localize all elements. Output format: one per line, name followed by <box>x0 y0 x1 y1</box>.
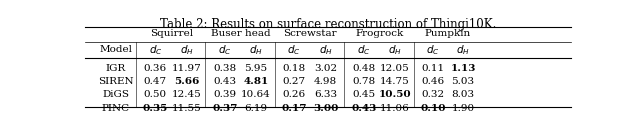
Text: 0.27: 0.27 <box>283 77 306 86</box>
Text: 0.43: 0.43 <box>213 77 236 86</box>
Text: 0.38: 0.38 <box>213 64 236 73</box>
Text: 11.97: 11.97 <box>172 64 202 73</box>
Text: 0.10: 0.10 <box>420 104 446 113</box>
Text: 3.00: 3.00 <box>313 104 338 113</box>
Text: Squirrel: Squirrel <box>150 29 193 38</box>
Text: Frogrock: Frogrock <box>355 29 404 38</box>
Text: 5.03: 5.03 <box>451 77 474 86</box>
Text: 0.26: 0.26 <box>283 90 306 99</box>
Text: Model: Model <box>99 45 132 54</box>
Text: Screwstar: Screwstar <box>284 29 337 38</box>
Text: $d_C$: $d_C$ <box>218 43 232 57</box>
Text: 12.45: 12.45 <box>172 90 202 99</box>
Text: 1.90: 1.90 <box>451 104 474 113</box>
Text: $d_H$: $d_H$ <box>249 43 263 57</box>
Text: 10.64: 10.64 <box>241 90 271 99</box>
Text: 0.50: 0.50 <box>144 90 167 99</box>
Text: 0.43: 0.43 <box>351 104 376 113</box>
Text: 0.37: 0.37 <box>212 104 237 113</box>
Text: 0.18: 0.18 <box>283 64 306 73</box>
Text: 0.35: 0.35 <box>143 104 168 113</box>
Text: Pumpkin: Pumpkin <box>425 29 471 38</box>
Text: $d_C$: $d_C$ <box>287 43 301 57</box>
Text: $d_H$: $d_H$ <box>180 43 193 57</box>
Text: 14.75: 14.75 <box>380 77 410 86</box>
Text: $d_C$: $d_C$ <box>148 43 162 57</box>
Text: IGR: IGR <box>106 64 126 73</box>
Text: 0.78: 0.78 <box>352 77 375 86</box>
Text: $d_C$: $d_C$ <box>357 43 371 57</box>
Text: 1.13: 1.13 <box>450 64 476 73</box>
Text: 10.50: 10.50 <box>379 90 412 99</box>
Text: 11.55: 11.55 <box>172 104 202 113</box>
Text: 0.36: 0.36 <box>144 64 167 73</box>
Text: PINC: PINC <box>102 104 130 113</box>
Text: 0.47: 0.47 <box>144 77 167 86</box>
Text: 3.02: 3.02 <box>314 64 337 73</box>
Text: Table 2: Results on surface reconstruction of Thingi10K.: Table 2: Results on surface reconstructi… <box>160 18 496 31</box>
Text: $d_H$: $d_H$ <box>456 43 470 57</box>
Text: 0.11: 0.11 <box>422 64 445 73</box>
Text: 4.98: 4.98 <box>314 77 337 86</box>
Text: 0.17: 0.17 <box>282 104 307 113</box>
Text: 4.81: 4.81 <box>243 77 269 86</box>
Text: 5.95: 5.95 <box>244 64 268 73</box>
Text: 0.39: 0.39 <box>213 90 236 99</box>
Text: $d_H$: $d_H$ <box>319 43 332 57</box>
Text: Buser head: Buser head <box>211 29 271 38</box>
Text: 8.03: 8.03 <box>451 90 474 99</box>
Text: $d_H$: $d_H$ <box>388 43 402 57</box>
Text: $d_C$: $d_C$ <box>426 43 440 57</box>
Text: 0.45: 0.45 <box>352 90 375 99</box>
Text: DiGS: DiGS <box>102 90 129 99</box>
Text: 0.46: 0.46 <box>422 77 445 86</box>
Text: 5.66: 5.66 <box>174 77 199 86</box>
Text: 6.33: 6.33 <box>314 90 337 99</box>
Text: 0.48: 0.48 <box>352 64 375 73</box>
Text: 11.06: 11.06 <box>380 104 410 113</box>
Text: SIREN: SIREN <box>98 77 134 86</box>
Text: 0.32: 0.32 <box>422 90 445 99</box>
Text: 6.19: 6.19 <box>244 104 268 113</box>
Text: 12.05: 12.05 <box>380 64 410 73</box>
